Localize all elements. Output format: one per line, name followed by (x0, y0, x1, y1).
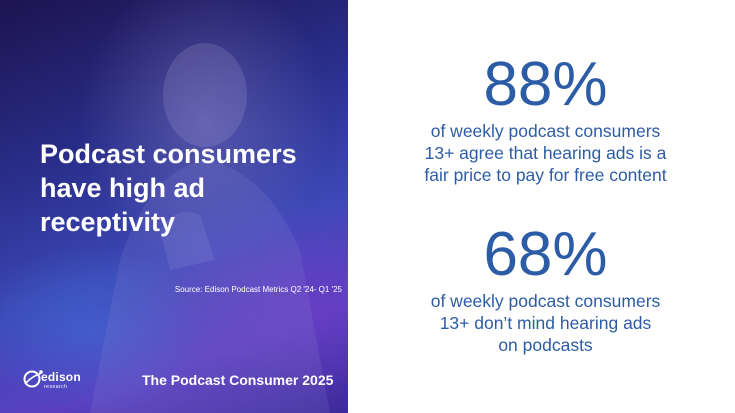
stat-block-ads-fair-price: 88% of weekly podcast consumers 13+ agre… (356, 52, 735, 186)
stat-value: 88% (483, 50, 608, 119)
source-note: Source: Edison Podcast Metrics Q2 '24- Q… (174, 285, 342, 294)
logo-wordmark: edison (41, 370, 81, 384)
stat-description: of weekly podcast consumers 13+ agree th… (424, 121, 667, 185)
stat-block-dont-mind-ads: 68% of weekly podcast consumers 13+ don’… (356, 222, 735, 356)
headline: Podcast consumers have high ad receptivi… (40, 139, 297, 237)
report-title: The Podcast Consumer 2025 (142, 372, 334, 388)
person-silhouette-image (90, 43, 330, 413)
edison-logo: edison research (22, 367, 92, 393)
stat-value: 68% (483, 220, 608, 289)
logo-subtitle: research (44, 384, 68, 390)
stat-description: of weekly podcast consumers 13+ don’t mi… (430, 291, 661, 355)
hero-panel: Podcast consumers have high ad receptivi… (0, 0, 348, 413)
edison-logo-icon (23, 370, 43, 388)
